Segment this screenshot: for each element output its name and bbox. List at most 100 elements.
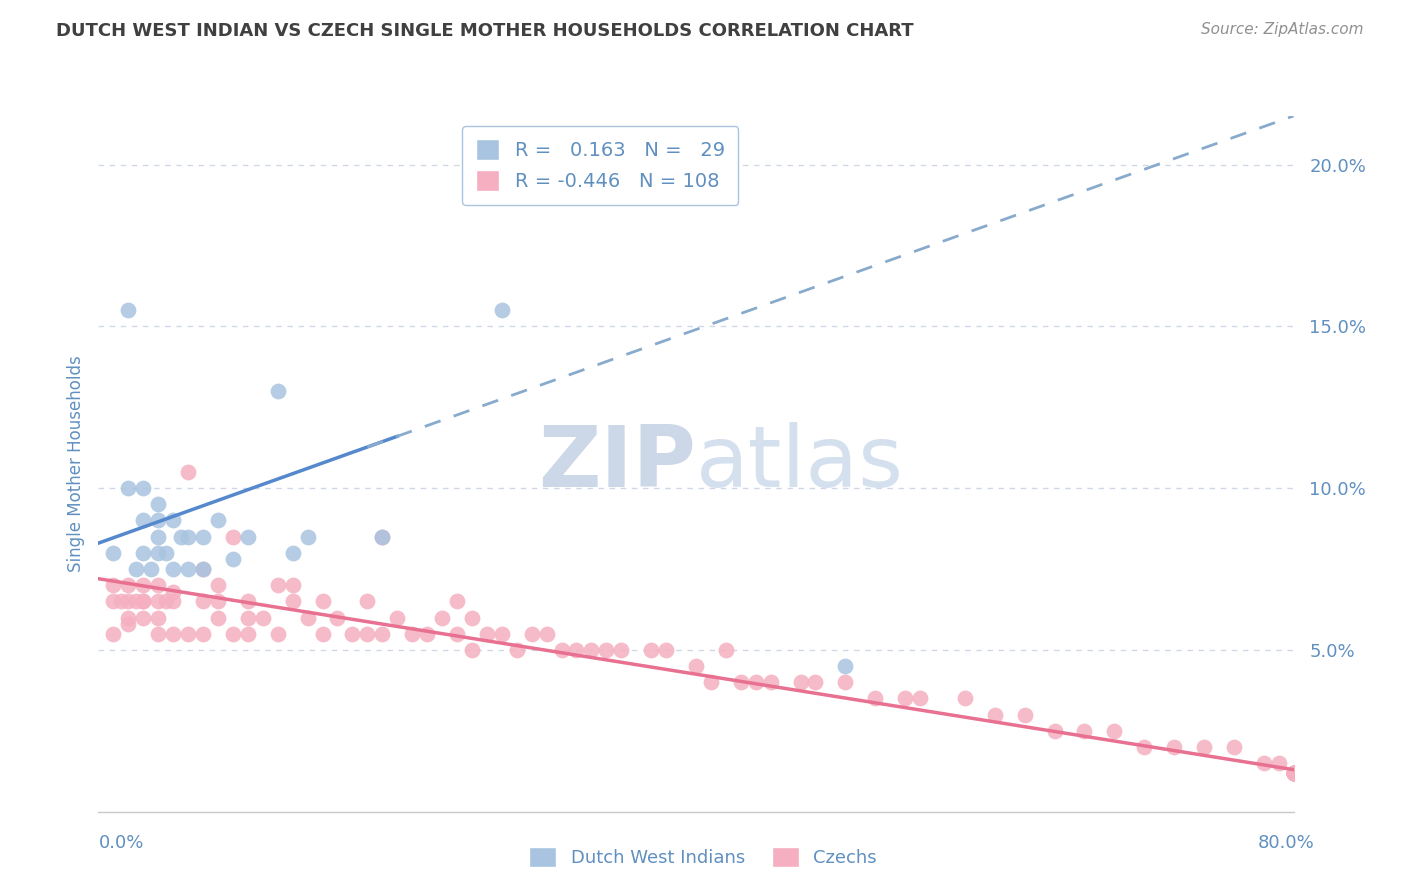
Point — [834, 675, 856, 690]
Point — [342, 626, 364, 640]
Text: Source: ZipAtlas.com: Source: ZipAtlas.com — [1201, 22, 1364, 37]
Point — [236, 594, 259, 608]
Point — [1073, 723, 1095, 738]
Point — [371, 530, 394, 544]
Point — [132, 578, 155, 592]
Point — [281, 594, 304, 608]
Point — [1282, 765, 1305, 780]
Point — [953, 691, 976, 706]
Point — [297, 530, 319, 544]
Point — [117, 303, 139, 318]
Point — [117, 594, 139, 608]
Point — [1192, 739, 1215, 754]
Point — [125, 562, 148, 576]
Point — [297, 610, 319, 624]
Point — [191, 562, 214, 576]
Point — [110, 594, 132, 608]
Point — [103, 546, 125, 560]
Point — [475, 626, 498, 640]
Point — [191, 594, 214, 608]
Point — [730, 675, 752, 690]
Point — [700, 675, 723, 690]
Point — [461, 643, 484, 657]
Y-axis label: Single Mother Households: Single Mother Households — [66, 356, 84, 572]
Point — [207, 513, 229, 527]
Point — [640, 643, 662, 657]
Point — [169, 530, 191, 544]
Point — [565, 643, 588, 657]
Point — [520, 626, 543, 640]
Point — [610, 643, 633, 657]
Point — [132, 513, 155, 527]
Point — [207, 578, 229, 592]
Point — [148, 626, 170, 640]
Point — [983, 707, 1005, 722]
Point — [207, 594, 229, 608]
Point — [162, 626, 184, 640]
Point — [162, 513, 184, 527]
Text: 0.0%: 0.0% — [98, 834, 143, 852]
Point — [1163, 739, 1185, 754]
Point — [356, 594, 378, 608]
Point — [595, 643, 617, 657]
Point — [117, 610, 139, 624]
Point — [148, 594, 170, 608]
Point — [177, 465, 200, 479]
Point — [267, 626, 290, 640]
Point — [655, 643, 678, 657]
Point — [177, 562, 200, 576]
Point — [714, 643, 737, 657]
Point — [162, 562, 184, 576]
Point — [148, 578, 170, 592]
Point — [1282, 765, 1305, 780]
Point — [550, 643, 572, 657]
Point — [162, 594, 184, 608]
Point — [446, 594, 468, 608]
Point — [155, 594, 177, 608]
Point — [834, 659, 856, 673]
Point — [177, 530, 200, 544]
Point — [446, 626, 468, 640]
Point — [236, 530, 259, 544]
Point — [117, 617, 139, 632]
Point — [267, 578, 290, 592]
Point — [148, 513, 170, 527]
Point — [1043, 723, 1066, 738]
Point — [132, 481, 155, 495]
Text: ZIP: ZIP — [538, 422, 696, 506]
Point — [491, 303, 513, 318]
Point — [1282, 765, 1305, 780]
Legend: Dutch West Indians, Czechs: Dutch West Indians, Czechs — [522, 839, 884, 874]
Text: 80.0%: 80.0% — [1258, 834, 1315, 852]
Point — [236, 626, 259, 640]
Point — [132, 594, 155, 608]
Point — [1282, 765, 1305, 780]
Point — [191, 530, 214, 544]
Point — [191, 626, 214, 640]
Point — [371, 530, 394, 544]
Point — [401, 626, 423, 640]
Point — [1282, 765, 1305, 780]
Point — [356, 626, 378, 640]
Point — [148, 546, 170, 560]
Point — [506, 643, 529, 657]
Point — [103, 594, 125, 608]
Point — [236, 610, 259, 624]
Point — [1133, 739, 1156, 754]
Point — [222, 626, 245, 640]
Point — [789, 675, 811, 690]
Text: DUTCH WEST INDIAN VS CZECH SINGLE MOTHER HOUSEHOLDS CORRELATION CHART: DUTCH WEST INDIAN VS CZECH SINGLE MOTHER… — [56, 22, 914, 40]
Point — [1282, 765, 1305, 780]
Point — [148, 497, 170, 511]
Point — [385, 610, 409, 624]
Point — [281, 546, 304, 560]
Point — [371, 626, 394, 640]
Point — [1267, 756, 1289, 771]
Point — [894, 691, 917, 706]
Point — [1223, 739, 1246, 754]
Point — [1104, 723, 1126, 738]
Point — [1282, 765, 1305, 780]
Point — [1014, 707, 1036, 722]
Point — [177, 626, 200, 640]
Point — [103, 626, 125, 640]
